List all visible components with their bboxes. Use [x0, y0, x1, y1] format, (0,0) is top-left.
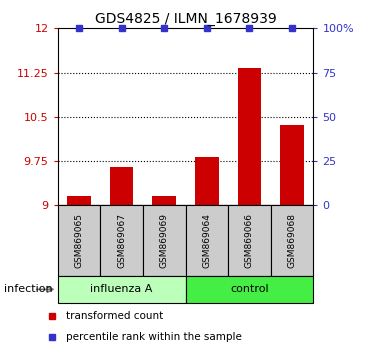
Bar — [58, 205, 100, 276]
Bar — [186, 276, 313, 303]
Bar — [58, 276, 186, 303]
Bar — [143, 205, 186, 276]
Text: GDS4825 / ILMN_1678939: GDS4825 / ILMN_1678939 — [95, 12, 276, 27]
Bar — [152, 196, 176, 205]
Text: GSM869066: GSM869066 — [245, 213, 254, 268]
Text: influenza A: influenza A — [90, 284, 153, 295]
Bar — [271, 205, 313, 276]
Text: GSM869068: GSM869068 — [288, 213, 297, 268]
Text: GSM869064: GSM869064 — [202, 213, 211, 268]
Bar — [100, 205, 143, 276]
Text: infection: infection — [4, 284, 52, 295]
Bar — [67, 196, 91, 205]
Bar — [186, 205, 228, 276]
Text: transformed count: transformed count — [66, 310, 163, 321]
Text: control: control — [230, 284, 269, 295]
Bar — [280, 125, 304, 205]
Text: GSM869065: GSM869065 — [74, 213, 83, 268]
Bar — [195, 157, 219, 205]
Text: GSM869067: GSM869067 — [117, 213, 126, 268]
Bar — [228, 205, 271, 276]
Text: GSM869069: GSM869069 — [160, 213, 169, 268]
Bar — [238, 68, 261, 205]
Text: percentile rank within the sample: percentile rank within the sample — [66, 332, 242, 342]
Bar — [110, 167, 133, 205]
